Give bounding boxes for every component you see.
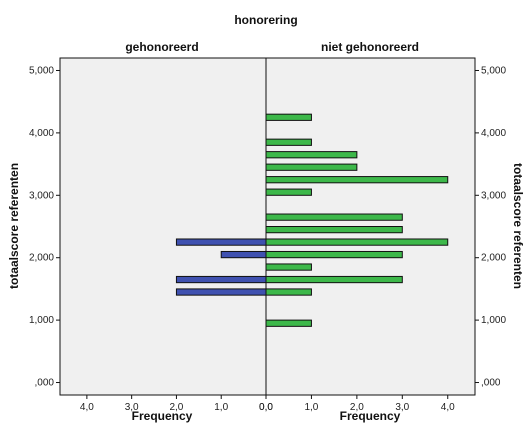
y-tick-label-right: 5,000: [481, 65, 506, 76]
x-tick-label-right: 3,0: [395, 402, 409, 413]
bar-niet-gehonoreerd: [265, 263, 312, 271]
bar-niet-gehonoreerd: [265, 188, 312, 196]
y-tick-label-left: 1,000: [29, 315, 54, 326]
x-tick-label-left: 4,0: [80, 402, 94, 413]
bar-gehonoreerd: [175, 275, 267, 284]
y-tick-label-right: 3,000: [481, 190, 506, 201]
x-axis-label-left: Frequency: [132, 409, 193, 423]
x-tick-label-right: 4,0: [441, 402, 455, 413]
bar-niet-gehonoreerd: [265, 176, 449, 184]
bar-niet-gehonoreerd: [265, 138, 312, 146]
bar-gehonoreerd: [220, 250, 267, 259]
x-axis-label-right: Frequency: [340, 409, 401, 423]
bar-niet-gehonoreerd: [265, 213, 403, 221]
bars-layer: [175, 113, 449, 327]
bar-niet-gehonoreerd: [265, 250, 403, 259]
x-tick-label-left: 2,0: [169, 402, 183, 413]
axes-layer: ,000 ,000 1,000 1,000 2,000 2,000 3,000 3,000 4,…: [29, 65, 506, 413]
panel-title-left: gehonoreerd: [125, 40, 198, 54]
x-tick-label-right: 2,0: [350, 402, 364, 413]
plot-frame: [59, 57, 476, 396]
bar-niet-gehonoreerd: [265, 288, 312, 296]
bar-niet-gehonoreerd: [265, 163, 358, 171]
bar-niet-gehonoreerd: [265, 238, 449, 246]
chart-title: honorering: [234, 13, 297, 27]
y-tick-label-right: 1,000: [481, 315, 506, 326]
bar-niet-gehonoreerd: [265, 113, 312, 121]
y-tick-label-right: 2,000: [481, 253, 506, 264]
y-tick-label-left: ,000: [35, 378, 55, 389]
y-tick-label-left: 5,000: [29, 65, 54, 76]
plot-area-left: [60, 58, 266, 395]
y-tick-label-right: 4,000: [481, 128, 506, 139]
bar-niet-gehonoreerd: [265, 275, 403, 284]
y-axis-label-right: totaalscore referenten: [511, 163, 524, 289]
bar-gehonoreerd: [175, 238, 267, 246]
x-tick-label-left: 0,0: [259, 402, 273, 413]
y-axis-label-left: totaalscore referenten: [7, 163, 21, 289]
x-tick-label-right: 0,0: [259, 402, 273, 413]
x-tick-label-left: 3,0: [125, 402, 139, 413]
panel-title-right: niet gehonoreerd: [321, 40, 419, 54]
y-tick-label-left: 2,000: [29, 253, 54, 264]
x-tick-label-left: 1,0: [214, 402, 228, 413]
bar-gehonoreerd: [175, 288, 267, 296]
bar-niet-gehonoreerd: [265, 319, 312, 327]
bar-niet-gehonoreerd: [265, 226, 403, 234]
y-tick-label-right: ,000: [481, 378, 501, 389]
bar-niet-gehonoreerd: [265, 151, 358, 159]
x-tick-label-right: 1,0: [304, 402, 318, 413]
y-tick-label-left: 4,000: [29, 128, 54, 139]
y-tick-label-left: 3,000: [29, 190, 54, 201]
